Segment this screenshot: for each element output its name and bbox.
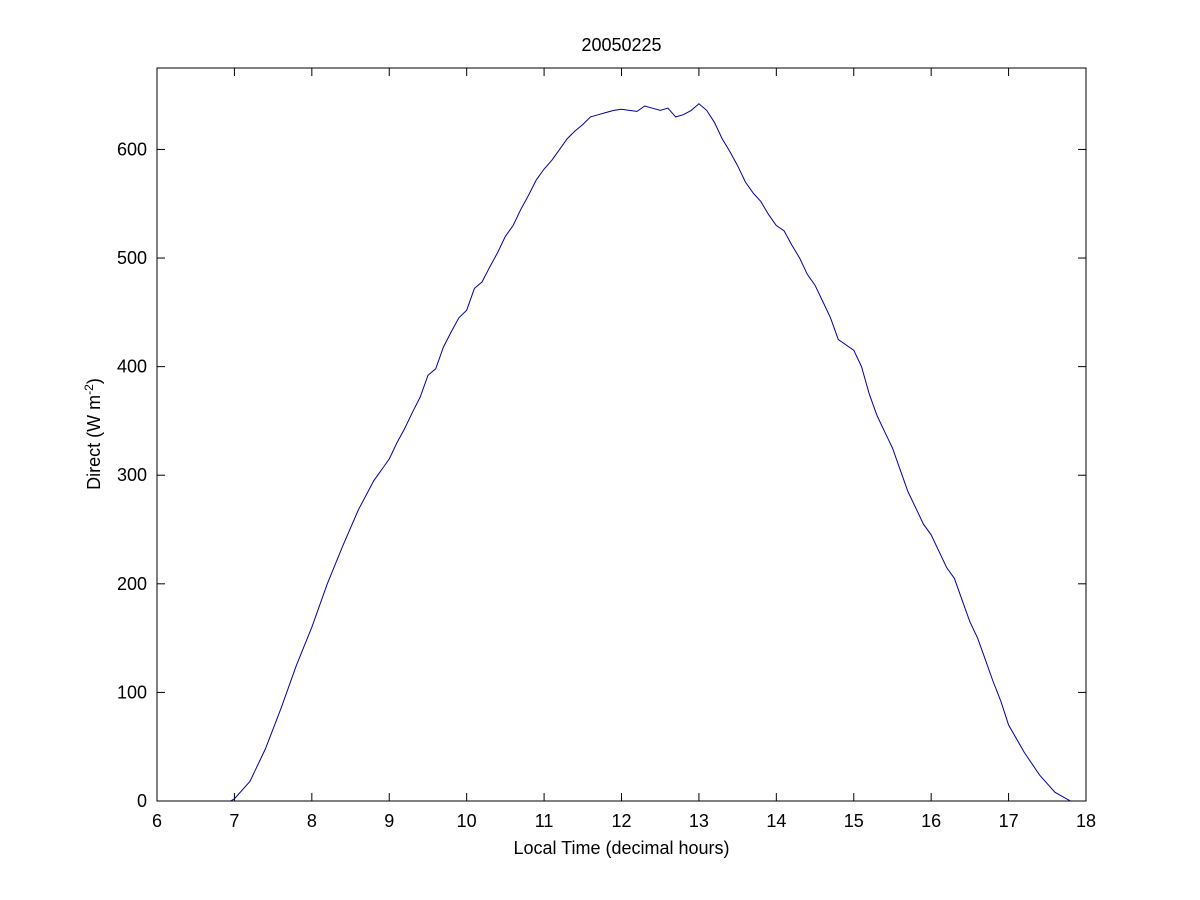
x-tick-label: 8 (307, 811, 317, 831)
y-axis-label: Direct (W m-2) (82, 378, 104, 490)
x-tick-label: 10 (457, 811, 477, 831)
y-tick-label: 300 (117, 465, 147, 485)
y-axis-label-close: ) (84, 378, 104, 384)
y-axis-label-main: Direct (W m (84, 395, 104, 490)
x-tick-label: 16 (921, 811, 941, 831)
y-tick-label: 100 (117, 682, 147, 702)
x-tick-label: 6 (152, 811, 162, 831)
chart-title: 20050225 (581, 35, 661, 55)
x-tick-label: 12 (611, 811, 631, 831)
x-tick-label: 17 (999, 811, 1019, 831)
axis-ticks (156, 68, 1087, 802)
axes-frame (156, 67, 1087, 802)
plot-area (157, 68, 1086, 801)
y-tick-label: 500 (117, 248, 147, 268)
series-line (230, 103, 1079, 802)
x-tick-label: 7 (229, 811, 239, 831)
y-tick-label: 400 (117, 357, 147, 377)
tick-labels: 6 7 8 9 10 11 12 13 14 15 16 17 18 0 100 200 300 400 500 60… (117, 139, 1096, 831)
x-tick-label: 11 (535, 811, 554, 831)
x-tick-label: 13 (689, 811, 709, 831)
x-tick-label: 9 (384, 811, 394, 831)
y-axis-label-superscript: -2 (82, 384, 96, 395)
y-tick-label: 0 (137, 791, 147, 811)
x-tick-label: 14 (766, 811, 786, 831)
x-tick-label: 15 (844, 811, 864, 831)
x-tick-label: 18 (1076, 811, 1096, 831)
x-axis-label: Local Time (decimal hours) (513, 838, 729, 858)
y-tick-label: 200 (117, 574, 147, 594)
y-tick-label: 600 (117, 139, 147, 159)
